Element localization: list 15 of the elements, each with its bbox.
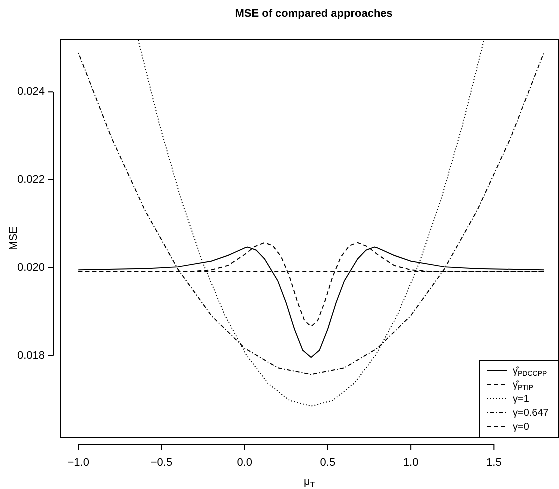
y-tick-label: 0.018 (17, 350, 45, 362)
y-axis-title: MSE (8, 226, 20, 250)
x-tick-label: −1.0 (68, 457, 90, 470)
x-tick-label: −0.5 (150, 457, 173, 470)
y-tick-label: 0.022 (17, 174, 45, 186)
legend-label: γ=1 (513, 394, 530, 405)
y-tick-label: 0.020 (17, 262, 45, 274)
x-tick-label: 0.0 (237, 457, 252, 470)
x-tick-label: 0.5 (320, 457, 336, 470)
y-tick-label: 0.024 (17, 86, 45, 98)
x-tick-label: 1.0 (403, 457, 419, 470)
legend-label: γ=0.647 (513, 408, 550, 419)
chart-title: MSE of compared approaches (235, 8, 393, 20)
legend-label: γ=0 (513, 422, 530, 433)
x-tick-label: 1.5 (486, 457, 502, 470)
